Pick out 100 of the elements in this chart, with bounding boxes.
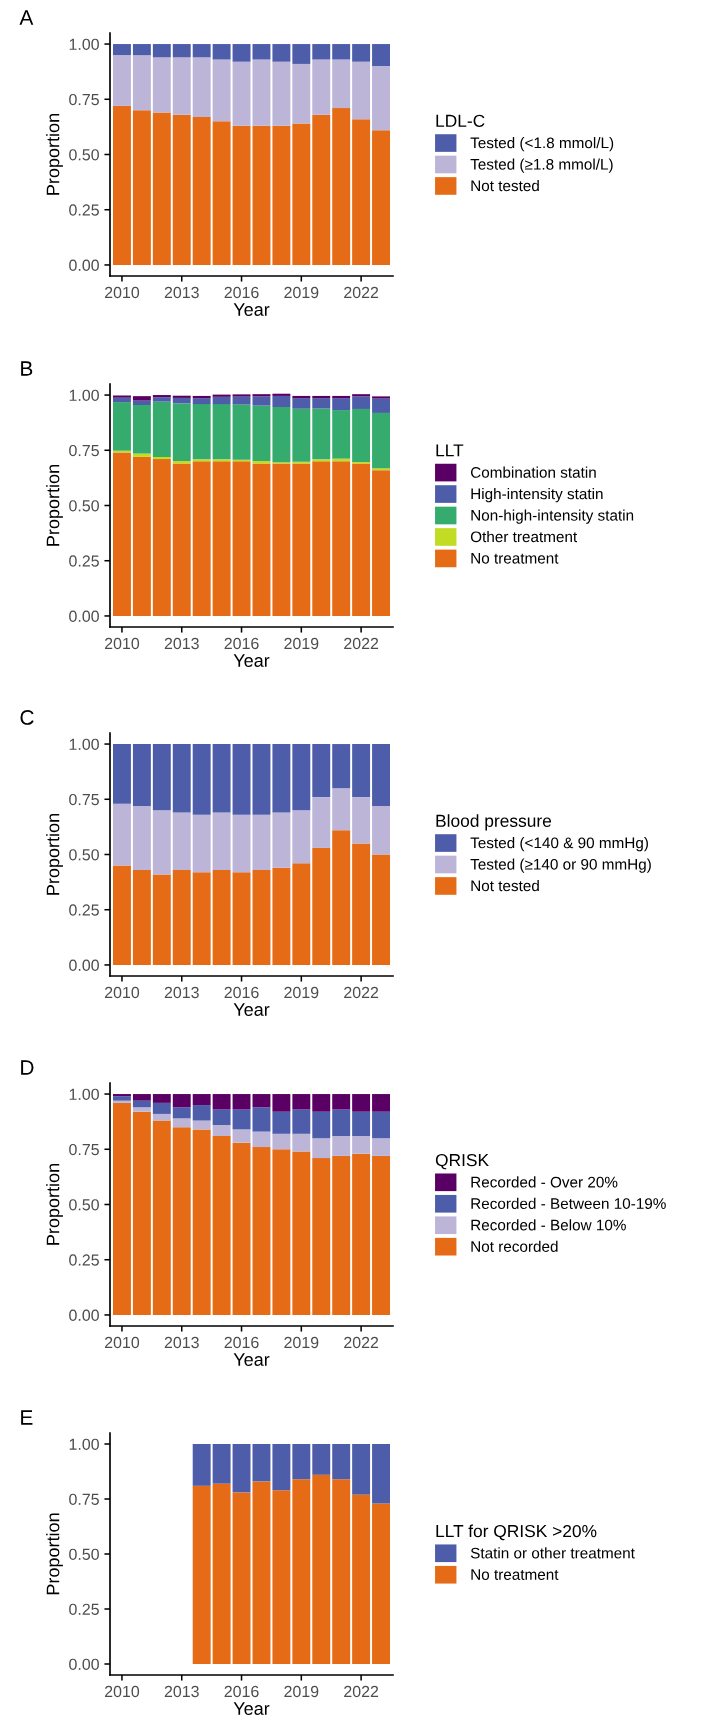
bar bbox=[292, 863, 311, 965]
bar bbox=[272, 1149, 291, 1315]
bar bbox=[352, 396, 371, 409]
legend-label: No treatment bbox=[471, 1569, 559, 1580]
bar bbox=[132, 55, 151, 111]
bar bbox=[332, 1109, 351, 1137]
bar bbox=[152, 459, 171, 616]
bar bbox=[372, 1444, 391, 1504]
x-tick-label: 2022 bbox=[344, 637, 379, 650]
bar bbox=[312, 408, 331, 460]
bar bbox=[112, 44, 131, 56]
y-tick-label: 0.75 bbox=[69, 93, 99, 106]
bar bbox=[192, 1444, 211, 1486]
bar bbox=[192, 398, 211, 405]
bar bbox=[312, 797, 331, 848]
bar bbox=[212, 461, 231, 616]
bar bbox=[372, 66, 391, 131]
legend-label: Combination statin bbox=[470, 466, 596, 478]
bar bbox=[212, 1094, 231, 1110]
y-tick-label: 0.25 bbox=[69, 555, 99, 567]
x-axis-title: Year bbox=[233, 1702, 270, 1715]
y-tick-label: 1.00 bbox=[69, 1438, 99, 1450]
bar bbox=[212, 812, 231, 870]
bar bbox=[212, 1124, 231, 1137]
bar bbox=[112, 395, 131, 398]
bar bbox=[272, 1094, 291, 1112]
bar bbox=[112, 1100, 131, 1103]
legend-title: LLT bbox=[436, 444, 464, 457]
bar bbox=[212, 396, 231, 405]
bar bbox=[192, 461, 211, 616]
bar bbox=[132, 1107, 151, 1112]
bar bbox=[332, 1136, 351, 1156]
y-tick-label: 0.00 bbox=[69, 959, 99, 971]
x-tick-label: 2010 bbox=[105, 286, 140, 299]
bar bbox=[172, 812, 191, 870]
bar bbox=[152, 810, 171, 875]
y-tick-label: 0.75 bbox=[69, 793, 99, 806]
bar bbox=[312, 114, 331, 265]
y-axis-title: Proportion bbox=[46, 814, 63, 895]
bar bbox=[172, 744, 191, 813]
bar bbox=[292, 1133, 311, 1152]
legend-label: Recorded - Over 20% bbox=[471, 1176, 618, 1188]
bar bbox=[112, 803, 131, 866]
legend-label: High-intensity statin bbox=[471, 488, 603, 503]
bar bbox=[272, 744, 291, 813]
bar bbox=[372, 1503, 391, 1664]
bar bbox=[112, 1094, 131, 1097]
bar bbox=[372, 1138, 391, 1156]
bar bbox=[312, 1094, 331, 1112]
bar bbox=[192, 116, 211, 265]
bar bbox=[292, 1444, 311, 1480]
legend-title: LDL-C bbox=[436, 114, 485, 127]
bar bbox=[332, 395, 351, 399]
bar bbox=[292, 63, 311, 124]
bar bbox=[352, 797, 371, 844]
bar bbox=[192, 57, 211, 117]
bar bbox=[132, 404, 151, 454]
bar bbox=[332, 410, 351, 459]
x-tick-label: 2019 bbox=[284, 1336, 319, 1349]
x-tick-label: 2022 bbox=[344, 1685, 379, 1698]
bar bbox=[372, 1155, 391, 1315]
legend-label: Recorded - Between 10-19% bbox=[471, 1197, 666, 1209]
legend-label: Other treatment bbox=[470, 530, 578, 543]
bar bbox=[272, 1490, 291, 1664]
legend-label: Tested (≥140 or 90 mmHg) bbox=[470, 858, 651, 873]
bar bbox=[132, 1100, 151, 1108]
bar bbox=[372, 1111, 391, 1139]
bar bbox=[312, 44, 331, 60]
bar bbox=[372, 1094, 391, 1112]
y-tick-label: 0.00 bbox=[69, 610, 99, 622]
bar bbox=[152, 1094, 171, 1103]
bar bbox=[332, 1155, 351, 1315]
y-tick-label: 1.00 bbox=[69, 38, 99, 50]
bar bbox=[112, 55, 131, 106]
bar bbox=[352, 1111, 371, 1137]
bar bbox=[192, 744, 211, 815]
bar bbox=[312, 1444, 331, 1475]
legend-label: Recorded - Below 10% bbox=[471, 1219, 626, 1231]
bar bbox=[272, 1133, 291, 1150]
bar bbox=[312, 1111, 331, 1139]
bar bbox=[332, 1479, 351, 1664]
bar bbox=[352, 463, 371, 616]
legend-label: Tested (≥1.8 mmol/L) bbox=[470, 158, 613, 173]
bar bbox=[312, 1474, 331, 1664]
bar bbox=[332, 461, 351, 616]
bar bbox=[152, 112, 171, 265]
bar bbox=[212, 121, 231, 265]
y-axis-title: Proportion bbox=[46, 465, 63, 546]
bar bbox=[272, 463, 291, 616]
bar bbox=[272, 1111, 291, 1134]
bar bbox=[112, 402, 131, 451]
bar bbox=[312, 1138, 331, 1159]
bar bbox=[312, 744, 331, 798]
bar bbox=[292, 408, 311, 462]
legend-label: Statin or other treatment bbox=[470, 1547, 635, 1559]
bar bbox=[212, 394, 231, 397]
bar bbox=[152, 874, 171, 965]
legend-label: Non-high-intensity statin bbox=[471, 509, 634, 524]
bar bbox=[372, 470, 391, 616]
bar bbox=[172, 1127, 191, 1315]
